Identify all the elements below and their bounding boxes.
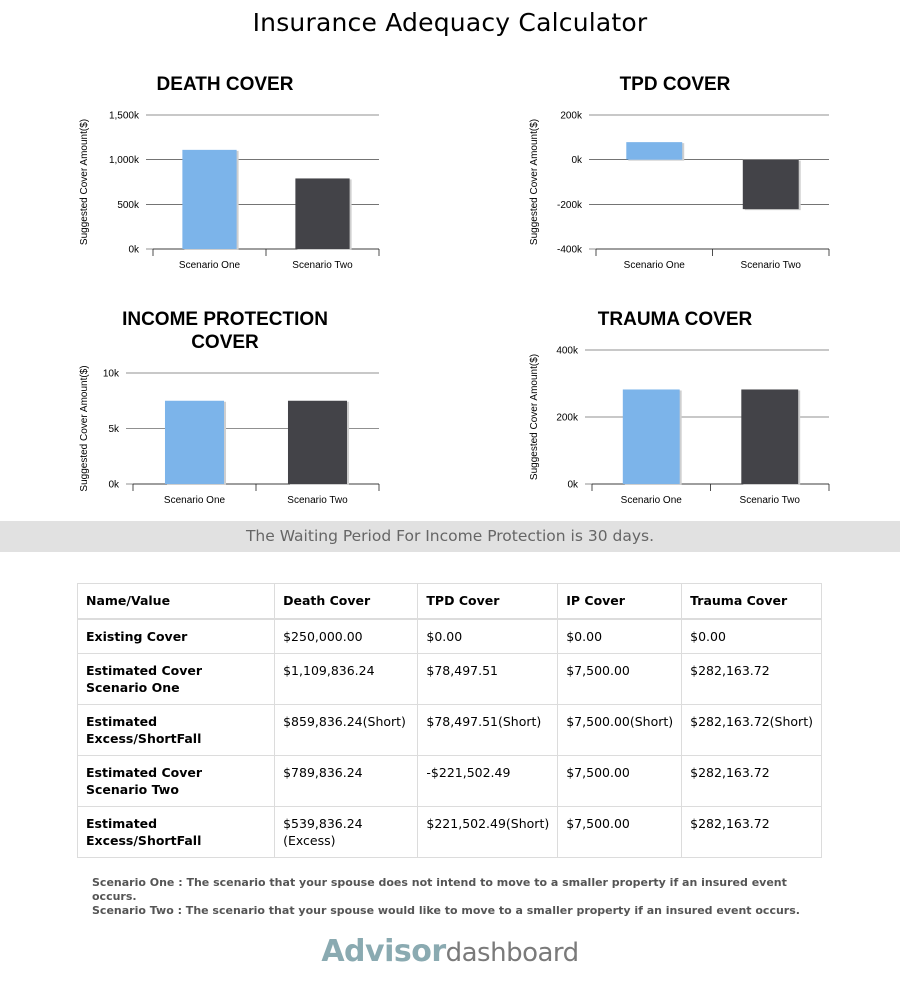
y-tick-label: 500k (117, 200, 140, 211)
table-cell: $78,497.51(Short) (417, 704, 559, 756)
table-cell: $7,500.00 (557, 806, 683, 858)
y-axis-title: Suggested Cover Amount($) (529, 119, 540, 245)
header-death-cover: Death Cover (274, 583, 419, 620)
table-cell: -$221,502.49 (417, 755, 559, 807)
y-tick-label: 0k (571, 155, 583, 166)
table-cell: $859,836.24(Short) (274, 704, 419, 756)
y-tick-label: 200k (556, 413, 579, 424)
table-cell: $7,500.00(Short) (557, 704, 683, 756)
scenario-two-note: Scenario Two : The scenario that your sp… (92, 904, 800, 917)
table-header-row: Name/Value Death Cover TPD Cover IP Cove… (76, 583, 822, 620)
x-category-label: Scenario Two (292, 260, 353, 271)
chart-title: DEATH COVER (157, 74, 294, 95)
table-row: Estimated Cover Scenario One $1,109,836.… (76, 653, 822, 705)
table-row: Estimated Cover Scenario Two $789,836.24… (76, 755, 822, 807)
row-label: Estimated Excess/ShortFall (76, 806, 276, 858)
table-cell: $789,836.24 (274, 755, 419, 807)
row-label: Estimated Cover Scenario Two (76, 755, 276, 807)
x-category-label: Scenario Two (287, 495, 348, 506)
x-category-label: Scenario Two (741, 260, 802, 271)
chart-title: INCOME PROTECTION (122, 309, 328, 330)
logo-light-text: dashboard (445, 938, 580, 968)
table-cell: $250,000.00 (274, 618, 419, 654)
bar-scenario-two (742, 159, 799, 210)
y-tick-label: 5k (108, 424, 120, 435)
x-category-label: Scenario One (164, 495, 226, 506)
table-cell: $282,163.72 (681, 653, 822, 705)
table-row: Existing Cover $250,000.00 $0.00 $0.00 $… (76, 618, 822, 654)
table-cell: $282,163.72(Short) (681, 704, 822, 756)
table-cell: $539,836.24 (Excess) (274, 806, 419, 858)
header-ip-cover: IP Cover (557, 583, 683, 620)
row-label: Estimated Cover Scenario One (76, 653, 276, 705)
x-category-label: Scenario One (624, 260, 686, 271)
y-tick-label: -200k (557, 200, 583, 211)
table-cell: $0.00 (417, 618, 559, 654)
scenario-one-note: Scenario One : The scenario that your sp… (92, 876, 787, 903)
bar-scenario-two (741, 389, 799, 484)
table-cell: $0.00 (681, 618, 822, 654)
header-name-value: Name/Value (76, 583, 276, 620)
y-tick-label: 200k (560, 111, 583, 122)
bar-scenario-one (626, 142, 683, 160)
table-cell: $78,497.51 (417, 653, 559, 705)
table-row: Estimated Excess/ShortFall $859,836.24(S… (76, 704, 822, 756)
header-tpd-cover: TPD Cover (417, 583, 559, 620)
bar-scenario-two (287, 400, 348, 484)
logo-bold-text: Advisor (321, 934, 446, 969)
header-trauma-cover: Trauma Cover (681, 583, 822, 620)
y-axis-title: Suggested Cover Amount($) (79, 119, 90, 245)
y-tick-label: 10k (103, 369, 120, 380)
table-row: Estimated Excess/ShortFall $539,836.24 (… (76, 806, 822, 858)
cover-summary-table: Name/Value Death Cover TPD Cover IP Cove… (76, 583, 822, 858)
bar-scenario-one (622, 389, 680, 484)
trauma-cover-chart: TRAUMA COVER 0k 200k 400k Scenario One Scenar… (529, 309, 830, 506)
y-tick-label: 0k (567, 480, 579, 491)
bar-scenario-two (295, 178, 350, 249)
table-cell: $7,500.00 (557, 755, 683, 807)
table-cell: $0.00 (557, 618, 683, 654)
table-cell: $1,109,836.24 (274, 653, 419, 705)
waiting-period-banner: The Waiting Period For Income Protection… (0, 521, 900, 552)
advisor-dashboard-logo: Advisordashboard (0, 934, 900, 969)
row-label: Estimated Excess/ShortFall (76, 704, 276, 756)
chart-title: TRAUMA COVER (598, 309, 753, 330)
y-tick-label: -400k (557, 245, 583, 256)
table-cell: $282,163.72 (681, 755, 822, 807)
x-category-label: Scenario Two (740, 495, 801, 506)
bar-scenario-one (182, 149, 237, 249)
y-tick-label: 400k (556, 346, 579, 357)
page-title: Insurance Adequacy Calculator (252, 8, 648, 37)
y-axis-title: Suggested Cover Amount($) (529, 354, 540, 480)
y-axis-title: Suggested Cover Amount($) (79, 365, 90, 491)
tpd-cover-chart: TPD COVER -400k -200k 0k 200k Scenario One Sce… (529, 74, 830, 271)
table-cell: $221,502.49(Short) (417, 806, 559, 858)
death-cover-chart: DEATH COVER 0k 500k 1,000k 1,500k Scenario On… (79, 74, 380, 271)
row-label: Existing Cover (76, 618, 276, 654)
y-tick-label: 1,500k (109, 111, 140, 122)
chart-title: COVER (191, 332, 259, 353)
table-cell: $7,500.00 (557, 653, 683, 705)
chart-title: TPD COVER (620, 74, 731, 95)
y-tick-label: 0k (128, 245, 140, 256)
bar-scenario-one (164, 400, 225, 484)
x-category-label: Scenario One (179, 260, 241, 271)
x-category-label: Scenario One (621, 495, 683, 506)
y-tick-label: 1,000k (109, 155, 140, 166)
table-cell: $282,163.72 (681, 806, 822, 858)
scenario-notes: Scenario One : The scenario that your sp… (92, 876, 822, 918)
y-tick-label: 0k (108, 480, 120, 491)
